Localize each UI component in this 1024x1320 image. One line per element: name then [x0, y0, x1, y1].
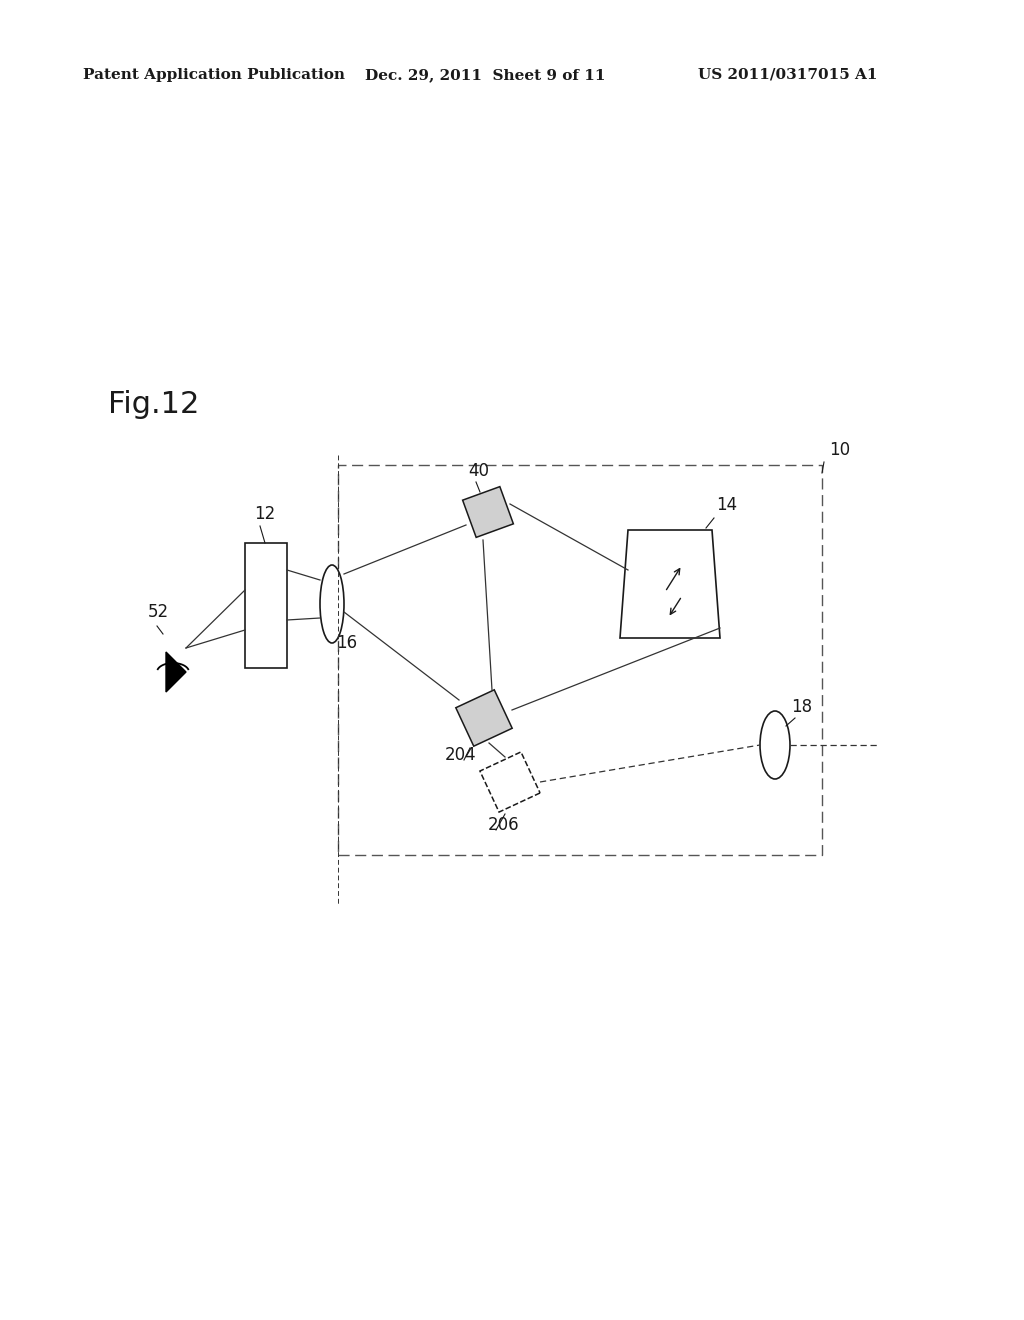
- Ellipse shape: [760, 711, 790, 779]
- Text: 204: 204: [445, 746, 476, 764]
- Text: Dec. 29, 2011  Sheet 9 of 11: Dec. 29, 2011 Sheet 9 of 11: [365, 69, 605, 82]
- Text: 52: 52: [148, 603, 169, 620]
- Text: 10: 10: [829, 441, 850, 459]
- Bar: [245, 543, 287, 668]
- Polygon shape: [480, 752, 540, 812]
- Text: 12: 12: [254, 506, 275, 523]
- Text: 16: 16: [336, 634, 357, 652]
- Polygon shape: [463, 487, 513, 537]
- Text: 40: 40: [468, 462, 489, 480]
- Text: 14: 14: [716, 496, 737, 513]
- Polygon shape: [456, 690, 512, 746]
- Polygon shape: [620, 531, 720, 638]
- Text: US 2011/0317015 A1: US 2011/0317015 A1: [698, 69, 878, 82]
- Text: Patent Application Publication: Patent Application Publication: [83, 69, 345, 82]
- Ellipse shape: [319, 565, 344, 643]
- Text: 18: 18: [791, 698, 812, 715]
- Polygon shape: [166, 652, 186, 692]
- Text: 206: 206: [488, 816, 519, 834]
- Bar: [338, 465, 822, 855]
- Text: Fig.12: Fig.12: [108, 389, 200, 418]
